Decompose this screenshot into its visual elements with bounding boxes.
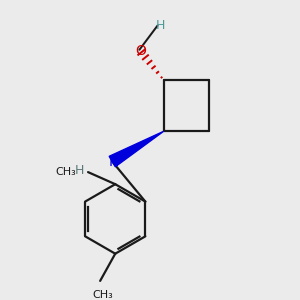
Text: CH₃: CH₃	[93, 290, 113, 300]
Polygon shape	[109, 131, 164, 167]
Text: H: H	[74, 164, 84, 177]
Text: O: O	[136, 44, 146, 58]
Text: N: N	[109, 154, 119, 169]
Text: H: H	[156, 19, 165, 32]
Text: CH₃: CH₃	[55, 167, 76, 177]
